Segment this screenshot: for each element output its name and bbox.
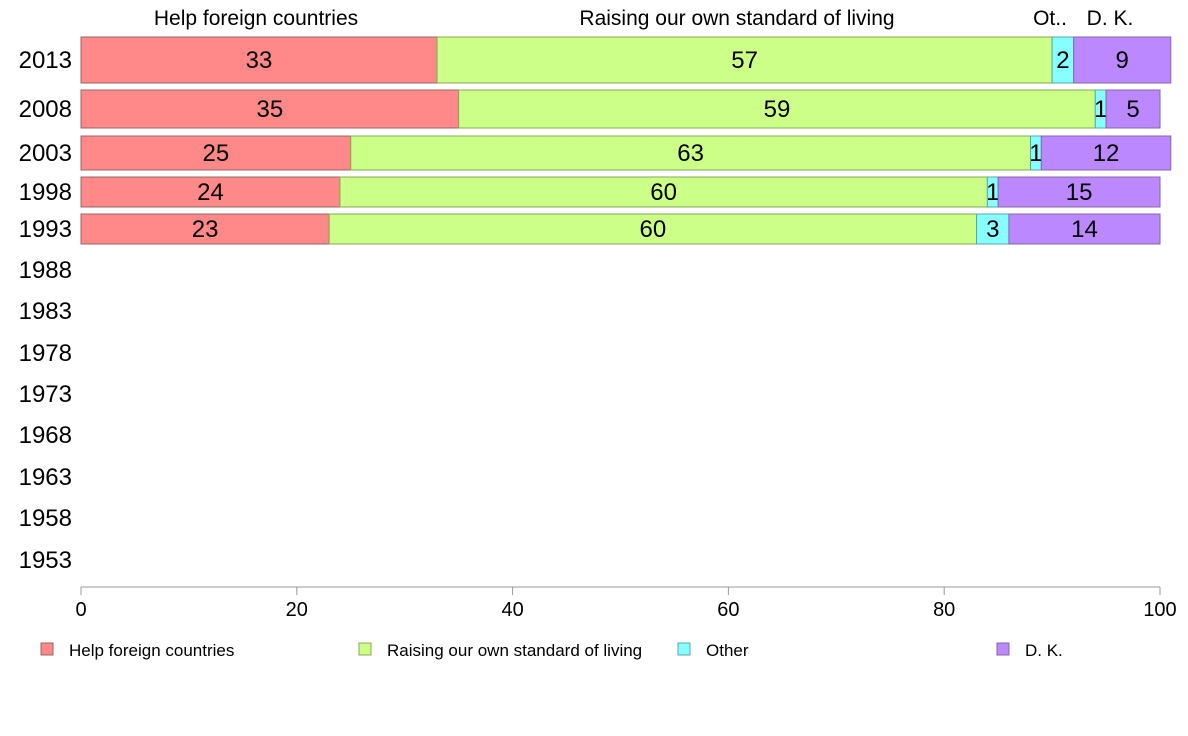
data-label-2013-other: 2 — [1056, 47, 1069, 74]
data-label-1998-other: 1 — [986, 179, 999, 206]
year-label-1968: 1968 — [19, 422, 72, 449]
data-label-2013-help-foreign-countries: 33 — [246, 47, 273, 74]
bar-1998-help-foreign-countries — [80, 176, 341, 208]
x-axis: 0 20 40 60 80 100 — [75, 586, 1177, 621]
year-labels: 2013 2008 2003 1998 1993 1988 1983 1978 1973 1968… — [19, 47, 72, 574]
data-label-2003-other: 1 — [1029, 140, 1042, 167]
data-label-1993-help-foreign-countries: 23 — [192, 216, 219, 243]
bar-1998-d-k — [997, 176, 1161, 208]
column-header-3: Ot.. — [1033, 7, 1067, 30]
column-header-4: D. K. — [1087, 7, 1134, 30]
year-label-2008: 2008 — [19, 96, 72, 123]
bar-1993-help-foreign-countries — [80, 213, 330, 245]
year-label-1988: 1988 — [19, 257, 72, 284]
bar-2003-raising-our-own-standard-of-living — [350, 135, 1032, 171]
bar-1993-other — [976, 213, 1010, 245]
data-label-1993-other: 3 — [986, 216, 999, 243]
data-label-1998-help-foreign-countries: 24 — [197, 179, 224, 206]
bar-2008-raising-our-own-standard-of-living — [458, 89, 1096, 129]
year-label-1953: 1953 — [19, 547, 72, 574]
x-tick-label-60: 60 — [717, 599, 739, 621]
x-tick-label-20: 20 — [286, 599, 308, 621]
year-label-1998: 1998 — [19, 179, 72, 206]
legend-swatch-help-foreign-countries — [40, 642, 54, 656]
x-tick-label-0: 0 — [75, 599, 86, 621]
year-label-2013: 2013 — [19, 47, 72, 74]
bar-2013-d-k — [1073, 36, 1172, 84]
year-label-1973: 1973 — [19, 381, 72, 408]
year-label-2003: 2003 — [19, 140, 72, 167]
column-header-2: Raising our own standard of living — [579, 7, 894, 30]
legend-label-raising-our-own-standard-of-living: Raising our own standard of living — [387, 641, 642, 660]
legend-label-other: Other — [706, 641, 749, 660]
data-label-2008-other: 1 — [1094, 96, 1107, 123]
bar-2013-raising-our-own-standard-of-living — [436, 36, 1053, 84]
data-label-2003-d-k: 12 — [1093, 140, 1120, 167]
bar-2013-help-foreign-countries — [80, 36, 438, 84]
data-label-2013-raising-our-own-standard-of-living: 57 — [731, 47, 758, 74]
data-label-2013-d-k: 9 — [1116, 47, 1129, 74]
bar-2008-help-foreign-countries — [80, 89, 460, 129]
bar-2003-d-k — [1040, 135, 1172, 171]
data-label-1993-raising-our-own-standard-of-living: 60 — [640, 216, 667, 243]
x-tick-label-100: 100 — [1143, 599, 1176, 621]
legend-swatch-other — [677, 642, 691, 656]
year-label-1993: 1993 — [19, 216, 72, 243]
legend-label-help-foreign-countries: Help foreign countries — [69, 641, 234, 660]
bar-1993-raising-our-own-standard-of-living — [328, 213, 978, 245]
year-label-1963: 1963 — [19, 464, 72, 491]
year-label-1978: 1978 — [19, 340, 72, 367]
data-label-2008-help-foreign-countries: 35 — [256, 96, 283, 123]
column-header-1: Help foreign countries — [154, 7, 358, 30]
column-headers: Help foreign countries Raising our own st… — [154, 7, 1133, 30]
data-label-1993-d-k: 14 — [1071, 216, 1098, 243]
data-label-1998-raising-our-own-standard-of-living: 60 — [650, 179, 677, 206]
bar-2008-d-k — [1105, 89, 1161, 129]
legend-swatch-raising-our-own-standard-of-living — [358, 642, 372, 656]
x-tick-label-40: 40 — [501, 599, 523, 621]
year-label-1958: 1958 — [19, 505, 72, 532]
bar-1998-raising-our-own-standard-of-living — [339, 176, 988, 208]
legend-label-d-k: D. K. — [1025, 641, 1063, 660]
bar-1993-d-k — [1008, 213, 1161, 245]
year-label-1983: 1983 — [19, 298, 72, 325]
data-label-1998-d-k: 15 — [1066, 179, 1093, 206]
data-label-2008-d-k: 5 — [1126, 96, 1139, 123]
data-label-2008-raising-our-own-standard-of-living: 59 — [764, 96, 791, 123]
data-label-2003-help-foreign-countries: 25 — [203, 140, 230, 167]
bar-2003-help-foreign-countries — [80, 135, 352, 171]
legend-swatch-d-k — [996, 642, 1010, 656]
legend: Help foreign countries Raising our own st… — [40, 641, 1063, 660]
data-label-2003-raising-our-own-standard-of-living: 63 — [677, 140, 704, 167]
x-tick-label-80: 80 — [933, 599, 955, 621]
